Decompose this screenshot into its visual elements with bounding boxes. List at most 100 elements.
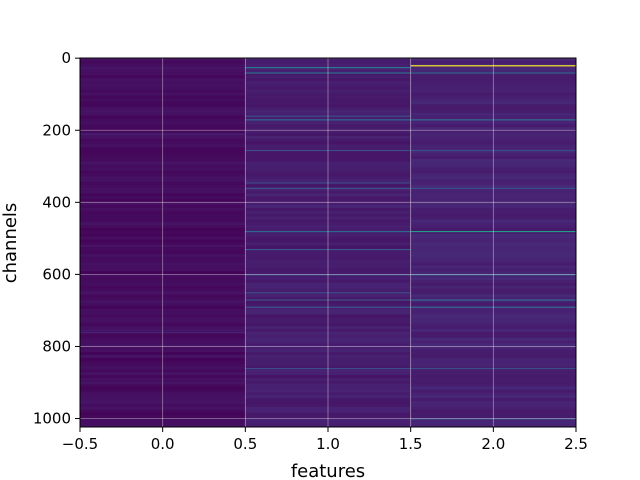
heatmap-cell [410, 83, 576, 88]
heatmap-cell [245, 225, 411, 229]
heatmap-cell [410, 222, 576, 226]
y-tick-label: 600 [42, 265, 71, 283]
heatmap-cell [80, 98, 246, 102]
heatmap-cell [245, 216, 411, 220]
heatmap-cell [245, 230, 411, 235]
heatmap-highlight-cell [245, 182, 411, 184]
heatmap-highlight-cell [410, 367, 576, 370]
heatmap-cell [80, 282, 246, 287]
heatmap-cell [80, 337, 246, 342]
heatmap-cell [80, 219, 246, 223]
heatmap-cell [245, 242, 411, 246]
heatmap-cell [80, 202, 246, 206]
heatmap-cell [410, 176, 576, 180]
heatmap-cell [245, 277, 411, 281]
heatmap-cell [80, 83, 246, 88]
heatmap-cell [80, 81, 246, 85]
heatmap-cell [80, 109, 246, 114]
heatmap-cell [80, 331, 246, 336]
heatmap-cell [80, 317, 246, 321]
heatmap-cell [410, 130, 576, 134]
heatmap-cell [245, 78, 411, 82]
heatmap-cell [245, 147, 411, 151]
heatmap-cell [80, 127, 246, 131]
heatmap-cell [245, 288, 411, 293]
heatmap-cell [410, 167, 576, 171]
heatmap-cell [80, 424, 246, 427]
heatmap-cell [80, 184, 246, 189]
heatmap-cell [80, 409, 246, 414]
heatmap-cell [80, 225, 246, 229]
heatmap-cell [245, 254, 411, 258]
heatmap-highlight-cell [245, 149, 411, 152]
heatmap-cell [245, 259, 411, 264]
heatmap-cell [245, 193, 411, 197]
heatmap-cell [245, 153, 411, 157]
heatmap-cell [410, 115, 576, 120]
heatmap-cell [410, 386, 576, 391]
heatmap-cell [80, 173, 246, 177]
heatmap-cell [245, 167, 411, 171]
heatmap-highlight-cell [410, 306, 576, 308]
heatmap-cell [410, 164, 576, 169]
heatmap-cell [410, 401, 576, 405]
heatmap-cell [245, 173, 411, 177]
heatmap-cell [410, 141, 576, 145]
heatmap-cell [410, 161, 576, 166]
heatmap-cell [410, 392, 576, 396]
heatmap-cell [410, 127, 576, 131]
heatmap-highlight-cell [245, 292, 411, 294]
heatmap-cell [410, 86, 576, 91]
heatmap-cell [410, 233, 576, 238]
heatmap-cell [245, 314, 411, 318]
heatmap-cell [410, 158, 576, 163]
heatmap-cell [245, 403, 411, 408]
heatmap-cell [245, 222, 411, 226]
heatmap-cell [80, 205, 246, 209]
heatmap-cell [245, 66, 411, 71]
heatmap-cell [245, 375, 411, 379]
heatmap-cell [80, 277, 246, 281]
heatmap-cell [410, 412, 576, 416]
heatmap-cell [410, 331, 576, 336]
heatmap-cell [80, 303, 246, 307]
heatmap-cell [80, 268, 246, 272]
heatmap-cell [410, 101, 576, 105]
heatmap-cell [80, 104, 246, 108]
heatmap-cell [410, 75, 576, 79]
heatmap-cell [80, 78, 246, 82]
heatmap-cell [410, 308, 576, 313]
heatmap-cell [245, 83, 411, 88]
heatmap-cell [410, 92, 576, 96]
heatmap-highlight-cell [410, 65, 576, 67]
heatmap-cell [245, 424, 411, 427]
heatmap-cell [245, 294, 411, 298]
heatmap-cell [80, 164, 246, 169]
heatmap-cell [80, 167, 246, 171]
heatmap-highlight-cell [245, 248, 411, 251]
heatmap-cell [80, 372, 246, 376]
heatmap-cell [245, 60, 411, 65]
heatmap-cell [410, 138, 576, 143]
heatmap-cell [410, 210, 576, 215]
heatmap-cell [245, 81, 411, 85]
heatmap-cell [410, 421, 576, 425]
heatmap-cell [80, 121, 246, 125]
heatmap-cell [245, 297, 411, 301]
heatmap-cell [245, 349, 411, 353]
heatmap-cell [245, 334, 411, 339]
heatmap-cell [245, 95, 411, 99]
heatmap-cell [410, 274, 576, 278]
heatmap-cell [80, 326, 246, 330]
x-tick-label: 1.5 [399, 435, 423, 453]
heatmap-highlight-cell [245, 119, 411, 121]
heatmap-cell [245, 308, 411, 313]
heatmap-cell [410, 383, 576, 388]
heatmap-cell [80, 72, 246, 76]
heatmap-cell [245, 58, 411, 62]
heatmap-cell [245, 207, 411, 212]
heatmap-cell [80, 181, 246, 186]
heatmap-cell [410, 135, 576, 140]
heatmap-cell [80, 118, 246, 122]
